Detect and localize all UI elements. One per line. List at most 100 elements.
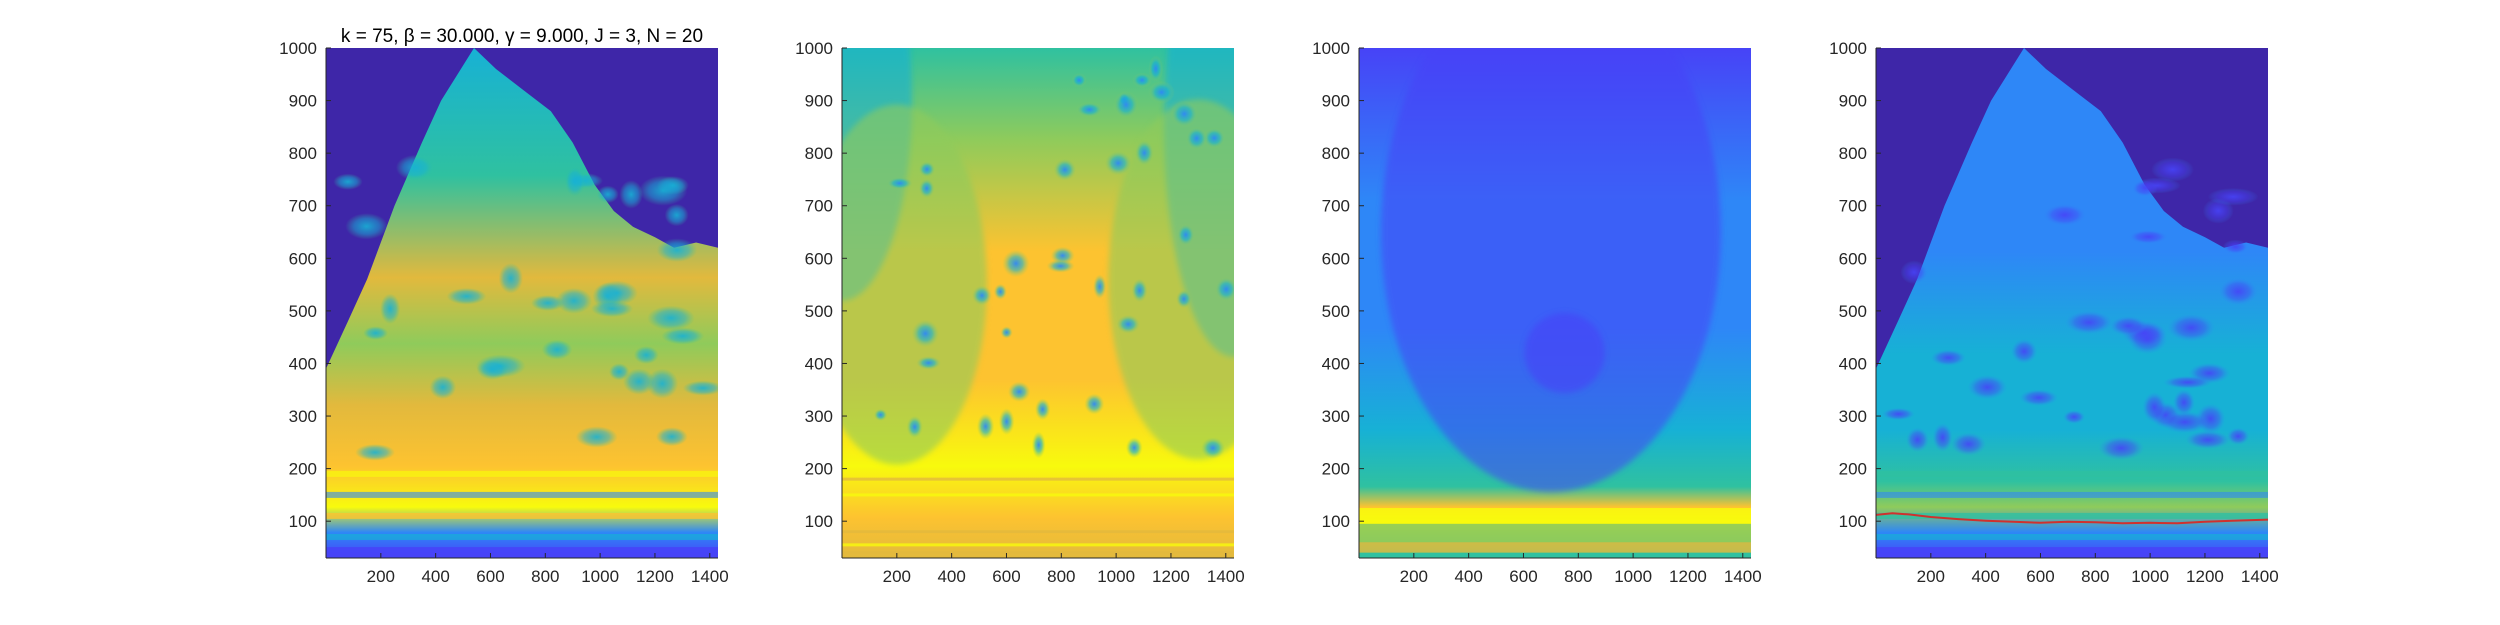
y-tick-label: 100: [805, 512, 833, 531]
band-stripe: [842, 477, 1234, 481]
texture-blob: [1900, 260, 1928, 285]
texture-blob: [623, 368, 655, 395]
edge-wash: [842, 104, 987, 465]
x-tick: 600: [2026, 553, 2055, 586]
texture-blob: [1031, 431, 1046, 459]
texture-blob: [2109, 316, 2148, 336]
y-tick-label: 200: [1839, 460, 1867, 479]
band-stripe: [326, 533, 718, 540]
x-tick: 1000: [1097, 553, 1135, 586]
texture-blob: [476, 359, 509, 380]
y-tick-label: 500: [1322, 302, 1350, 321]
texture-blob: [1002, 249, 1030, 278]
x-tick-label: 1000: [2131, 567, 2169, 586]
texture-blob: [1203, 127, 1226, 149]
texture-blob: [661, 327, 705, 345]
texture-blob: [363, 326, 389, 340]
texture-blob: [1000, 326, 1013, 339]
x-tick: 1000: [581, 553, 619, 586]
texture-blob: [2063, 410, 2086, 424]
texture-blob: [429, 375, 457, 399]
y-tick-label: 600: [1839, 249, 1867, 268]
y-axis-ticks: 100 200 300 400 500 600 700 800 900 1000: [1312, 39, 1364, 531]
texture-blob: [2019, 389, 2059, 406]
texture-blob: [1932, 423, 1953, 452]
texture-blob: [1967, 374, 2008, 400]
x-tick: 200: [1400, 553, 1428, 586]
y-tick: 700: [289, 197, 331, 216]
texture-blob: [1134, 140, 1154, 166]
y-axis-ticks: 100 200 300 400 500 600 700 800 900 1000: [279, 39, 331, 531]
texture-blob: [638, 175, 688, 206]
x-tick-label: 600: [476, 567, 504, 586]
x-tick-label: 400: [1971, 567, 1999, 586]
texture-blob: [446, 287, 487, 305]
band-stripe: [842, 493, 1234, 497]
texture-blob: [619, 180, 643, 209]
texture-blob: [918, 178, 935, 199]
y-tick-label: 800: [289, 144, 317, 163]
texture-blob: [2098, 436, 2145, 461]
y-tick: 500: [289, 302, 331, 321]
texture-blob: [976, 413, 995, 440]
texture-blob: [2010, 338, 2038, 364]
texture-blob: [1104, 150, 1132, 176]
texture-blob: [971, 285, 992, 306]
texture-blob: [1084, 393, 1105, 415]
y-tick-label: 900: [1322, 92, 1350, 111]
x-tick-label: 600: [992, 567, 1020, 586]
x-tick: 400: [937, 553, 966, 586]
band-stripe: [326, 547, 718, 554]
texture-blob: [664, 203, 689, 227]
texture-blob: [498, 263, 524, 294]
x-tick: 200: [1917, 553, 1945, 586]
y-axis-ticks: 100 200 300 400 500 600 700 800 900 1000: [1829, 39, 1881, 531]
texture-blob: [345, 213, 388, 240]
y-tick: 800: [805, 144, 847, 163]
x-axis-ticks: 200 400 600 800 1000 1200 1400: [367, 553, 729, 586]
band-stripe: [1876, 470, 2268, 477]
x-tick: 1000: [2131, 553, 2169, 586]
texture-blob: [1214, 277, 1234, 302]
y-tick-label: 1000: [1312, 39, 1350, 58]
texture-blob: [1176, 223, 1195, 246]
x-tick-label: 200: [883, 567, 911, 586]
y-tick-label: 600: [1322, 249, 1350, 268]
texture-blob: [2167, 313, 2216, 342]
x-tick-label: 1400: [691, 567, 729, 586]
x-axis-ticks: 200 400 600 800 1000 1200 1400: [1400, 553, 1762, 586]
x-tick: 400: [1971, 553, 2000, 586]
y-tick: 100: [289, 512, 331, 531]
y-tick-label: 1000: [279, 39, 317, 58]
texture-blob: [916, 356, 941, 370]
texture-blob: [2133, 177, 2181, 194]
y-tick-label: 800: [1839, 144, 1867, 163]
y-tick-label: 300: [1839, 407, 1867, 426]
texture-blob: [2043, 203, 2087, 227]
texture-blob: [1131, 278, 1148, 303]
bottom-band: [1876, 552, 2268, 558]
texture-blob: [1906, 427, 1930, 453]
bottom-band: [326, 552, 718, 558]
heatmap-layers: [326, 48, 718, 558]
texture-blob: [2222, 239, 2249, 254]
y-tick-label: 100: [289, 512, 317, 531]
texture-blob: [656, 427, 688, 447]
y-tick-label: 400: [1839, 354, 1867, 373]
y-tick-label: 700: [289, 197, 317, 216]
x-tick: 600: [476, 553, 505, 586]
x-tick-label: 400: [1454, 567, 1482, 586]
texture-blob: [1053, 158, 1077, 181]
spectrogram-panel-4: 200 400 600 800 1000 1200 1400 100 200 300 400 500…: [1829, 39, 2279, 586]
y-tick-label: 300: [805, 407, 833, 426]
y-tick-label: 900: [1839, 92, 1867, 111]
texture-blob: [998, 408, 1015, 435]
texture-blob: [647, 305, 695, 331]
texture-blob: [1093, 274, 1107, 299]
y-tick: 1000: [1312, 39, 1364, 58]
y-tick-label: 800: [805, 144, 833, 163]
y-tick: 200: [1839, 460, 1881, 479]
y-tick: 200: [1322, 460, 1364, 479]
texture-blob: [873, 408, 888, 421]
y-tick: 700: [805, 197, 847, 216]
